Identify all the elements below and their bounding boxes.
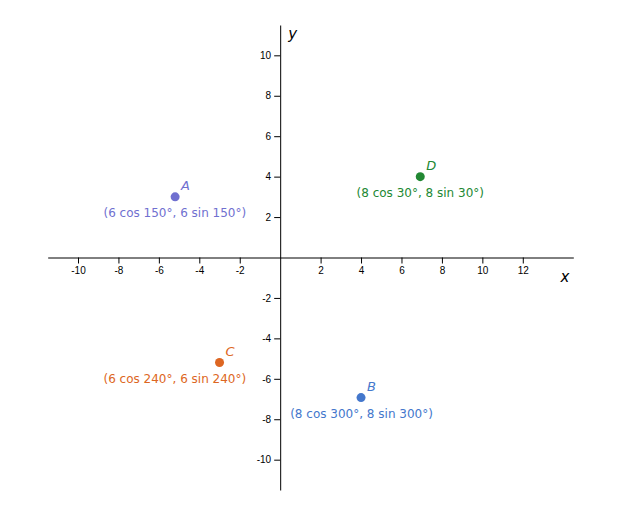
y-tick: 6: [266, 131, 281, 142]
x-tick-label: 4: [359, 265, 365, 276]
y-tick-label: -6: [262, 374, 271, 385]
chart: -10 -8 -6 -4 -2 2 4 6 8 10 12 -10 -8 -6 -4 -2 2 4 6 8 10 x y A B…: [0, 0, 621, 515]
x-tick: 12: [518, 258, 530, 276]
x-tick-mark: [118, 258, 119, 264]
y-tick: 8: [266, 90, 281, 101]
x-tick: 8: [440, 258, 446, 276]
x-tick-mark: [240, 258, 241, 264]
y-tick-mark: [274, 55, 280, 56]
y-tick: 4: [266, 171, 281, 182]
y-tick-mark: [274, 419, 280, 420]
y-tick-label: 4: [266, 171, 272, 182]
y-axis-title: y: [287, 25, 298, 43]
point-texts: A B C D (6 cos 150°, 6 sin 150°) (8 cos 300°,…: [103, 158, 484, 421]
x-tick-label: -10: [71, 265, 86, 276]
x-tick-mark: [442, 258, 443, 264]
y-tick-mark: [274, 136, 280, 137]
point: [357, 393, 366, 402]
x-tick-mark: [401, 258, 402, 264]
x-tick: 4: [359, 258, 365, 276]
x-axis-line: [48, 258, 574, 259]
y-tick-mark: [274, 460, 280, 461]
x-tick-label: -8: [114, 265, 123, 276]
y-tick-label: -2: [262, 293, 271, 304]
y-tick: 2: [266, 212, 281, 223]
x-tick-mark: [482, 258, 483, 264]
x-tick-label: 2: [318, 265, 324, 276]
x-tick-label: -6: [155, 265, 164, 276]
y-tick-mark: [274, 217, 280, 218]
y-tick-label: 10: [260, 50, 272, 61]
point-label: A: [180, 178, 190, 193]
x-tick-mark: [361, 258, 362, 264]
y-tick-mark: [274, 177, 280, 178]
y-tick-label: 6: [266, 131, 272, 142]
y-tick: -2: [262, 293, 280, 304]
x-tick: 10: [477, 258, 489, 276]
x-tick-label: -2: [236, 265, 245, 276]
point-annotation: (6 cos 150°, 6 sin 150°): [103, 206, 246, 220]
x-tick-mark: [78, 258, 79, 264]
x-tick-label: 10: [477, 265, 489, 276]
y-tick-label: -8: [262, 414, 271, 425]
x-tick-label: 8: [440, 265, 446, 276]
x-tick-label: 6: [399, 265, 405, 276]
x-tick-mark: [523, 258, 524, 264]
x-tick: 6: [399, 258, 405, 276]
x-tick: -2: [236, 258, 245, 276]
x-tick-label: 12: [518, 265, 530, 276]
point-annotation: (6 cos 240°, 6 sin 240°): [103, 372, 246, 386]
x-axis-title: x: [559, 268, 569, 286]
y-tick: -6: [262, 374, 280, 385]
y-tick-mark: [274, 96, 280, 97]
y-tick-label: -4: [262, 333, 271, 344]
point-label: C: [226, 344, 236, 359]
point-annotation: (8 cos 30°, 8 sin 30°): [357, 186, 484, 200]
x-tick: -8: [114, 258, 123, 276]
x-tick: 2: [318, 258, 324, 276]
y-tick-label: 8: [266, 90, 272, 101]
point-label: D: [426, 158, 436, 173]
y-axis: -10 -8 -6 -4 -2 2 4 6 8 10: [257, 26, 281, 491]
x-tick-mark: [199, 258, 200, 264]
point: [215, 358, 224, 367]
y-tick: -10: [257, 454, 280, 465]
y-tick-mark: [274, 338, 280, 339]
y-tick: -8: [262, 414, 280, 425]
y-tick-label: -10: [257, 454, 272, 465]
y-tick: -4: [262, 333, 280, 344]
y-tick-mark: [274, 379, 280, 380]
point-annotation: (8 cos 300°, 8 sin 300°): [290, 407, 433, 421]
x-tick-mark: [321, 258, 322, 264]
point: [171, 192, 180, 201]
y-tick: 10: [260, 50, 280, 61]
y-tick-label: 2: [266, 212, 272, 223]
point-label: B: [367, 379, 376, 394]
x-tick: -4: [195, 258, 204, 276]
y-axis-line: [280, 26, 281, 491]
x-tick: -10: [71, 258, 86, 276]
x-tick-label: -4: [195, 265, 204, 276]
plot: -10 -8 -6 -4 -2 2 4 6 8 10 12 -10 -8 -6 -4 -2 2 4 6 8 10 x y A B…: [48, 25, 574, 491]
x-tick-mark: [159, 258, 160, 264]
point: [416, 172, 425, 181]
x-axis: -10 -8 -6 -4 -2 2 4 6 8 10 12: [48, 258, 574, 276]
x-tick: -6: [155, 258, 164, 276]
y-tick-mark: [274, 298, 280, 299]
